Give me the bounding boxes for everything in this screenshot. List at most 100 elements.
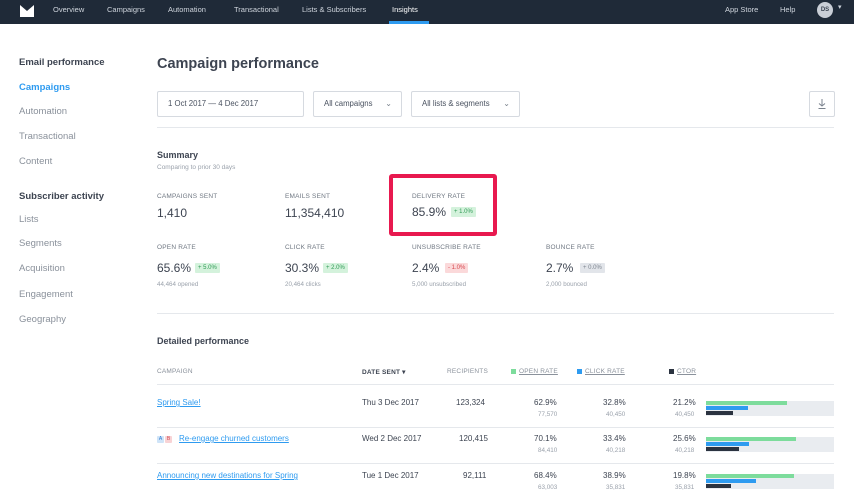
list-filter-select[interactable]: All lists & segments ⌄ xyxy=(411,91,520,117)
column-header-ctor[interactable]: CTOR xyxy=(677,368,697,375)
divider xyxy=(157,313,834,314)
ctor-count-cell: 35,831 xyxy=(675,484,695,491)
open-rate-bar xyxy=(706,437,796,441)
click-count-cell: 40,218 xyxy=(606,447,626,454)
nav-overview[interactable]: Overview xyxy=(53,5,85,14)
variant-a-tag: A xyxy=(157,436,164,443)
change-badge: + 5.0% xyxy=(195,263,220,273)
metric-label: OPEN RATE xyxy=(157,244,196,251)
sidebar-item-campaigns[interactable]: Campaigns xyxy=(19,82,71,93)
date-sent-cell: Thu 3 Dec 2017 xyxy=(362,398,419,407)
ctor-bar xyxy=(706,484,731,488)
date-range-picker[interactable]: 1 Oct 2017 — 4 Dec 2017 xyxy=(157,91,304,117)
open-rate-cell: 70.1% xyxy=(534,434,557,443)
chevron-down-icon: ⌄ xyxy=(503,99,510,108)
open-rate-bar xyxy=(706,474,794,478)
metric-value: 1,410 xyxy=(157,206,188,220)
column-header-open-rate[interactable]: OPEN RATE xyxy=(519,368,558,375)
legend-open-icon xyxy=(511,369,516,374)
open-count-cell: 77,570 xyxy=(538,411,558,418)
sidebar-item-transactional[interactable]: Transactional xyxy=(19,131,76,142)
highlight-box xyxy=(389,174,497,236)
click-rate-cell: 32.8% xyxy=(603,398,626,407)
metric-label: UNSUBSCRIBE RATE xyxy=(412,244,481,251)
download-button[interactable] xyxy=(809,91,835,117)
open-rate-cell: 68.4% xyxy=(534,471,557,480)
ctor-bar xyxy=(706,411,733,415)
column-header-recipients[interactable]: RECIPIENTS xyxy=(447,368,489,375)
sidebar-item-automation[interactable]: Automation xyxy=(19,106,68,117)
metric-label: BOUNCE RATE xyxy=(546,244,595,251)
ctor-count-cell: 40,218 xyxy=(675,447,695,454)
sidebar-item-lists[interactable]: Lists xyxy=(19,214,39,225)
metric-label: CAMPAIGNS SENT xyxy=(157,193,218,200)
metric-value: 65.6% xyxy=(157,261,192,275)
sidebar-heading-email: Email performance xyxy=(19,57,105,68)
nav-automation[interactable]: Automation xyxy=(168,5,206,14)
metric-value: 2.7% xyxy=(546,261,574,275)
campaign-link[interactable]: Announcing new destinations for Spring xyxy=(157,471,298,480)
open-rate-bar xyxy=(706,401,787,405)
column-header-date-sent-label: DATE SENT xyxy=(362,369,401,376)
metric-subtext: 5,000 unsubscribed xyxy=(412,281,467,288)
column-header-click-rate[interactable]: CLICK RATE xyxy=(585,368,625,375)
download-icon xyxy=(818,99,826,109)
click-count-cell: 35,831 xyxy=(606,484,626,491)
date-sent-cell: Tue 1 Dec 2017 xyxy=(362,471,419,480)
nav-app-store[interactable]: App Store xyxy=(725,5,759,14)
chevron-down-icon: ⌄ xyxy=(385,99,392,108)
metric-value: 85.9% xyxy=(412,205,447,219)
open-rate-cell: 62.9% xyxy=(534,398,557,407)
divider xyxy=(157,384,834,385)
metric-subtext: 2,000 bounced xyxy=(546,281,587,288)
click-rate-cell: 33.4% xyxy=(603,434,626,443)
nav-campaigns[interactable]: Campaigns xyxy=(107,5,145,14)
caret-down-icon[interactable]: ▾ xyxy=(838,4,842,11)
list-filter-value: All lists & segments xyxy=(422,99,490,108)
metric-label: EMAILS SENT xyxy=(285,193,331,200)
nav-lists-subscribers[interactable]: Lists & Subscribers xyxy=(302,5,367,14)
detailed-title: Detailed performance xyxy=(157,336,250,346)
sidebar-item-geography[interactable]: Geography xyxy=(19,314,67,325)
click-rate-bar xyxy=(706,479,756,483)
sidebar-item-engagement[interactable]: Engagement xyxy=(19,289,73,300)
recipients-cell: 123,324 xyxy=(456,398,485,407)
column-header-date-sent[interactable]: DATE SENT ▾ xyxy=(362,368,406,376)
nav-help[interactable]: Help xyxy=(780,5,796,14)
campaign-filter-value: All campaigns xyxy=(324,99,373,108)
sort-caret-icon: ▾ xyxy=(402,369,406,376)
campaign-link[interactable]: Spring Sale! xyxy=(157,398,201,407)
click-rate-bar xyxy=(706,442,749,446)
logo-icon[interactable] xyxy=(20,5,34,17)
metric-subtext: 20,464 clicks xyxy=(285,281,321,288)
metric-label: DELIVERY RATE xyxy=(412,193,466,200)
ctor-cell: 21.2% xyxy=(673,398,696,407)
click-count-cell: 40,450 xyxy=(606,411,626,418)
campaign-link[interactable]: Re-engage churned customers xyxy=(179,434,289,443)
summary-subtitle: Comparing to prior 30 days xyxy=(157,164,236,171)
change-badge: - 1.0% xyxy=(445,263,469,273)
open-count-cell: 84,410 xyxy=(538,447,558,454)
campaign-filter-select[interactable]: All campaigns ⌄ xyxy=(313,91,402,117)
metric-value: 30.3% xyxy=(285,261,320,275)
sidebar-item-segments[interactable]: Segments xyxy=(19,238,62,249)
nav-insights[interactable]: Insights xyxy=(392,5,418,14)
sidebar-item-content[interactable]: Content xyxy=(19,156,53,167)
metric-value: 2.4% xyxy=(412,261,440,275)
legend-ctor-icon xyxy=(669,369,674,374)
date-sent-cell: Wed 2 Dec 2017 xyxy=(362,434,422,443)
click-rate-bar xyxy=(706,406,748,410)
ctor-count-cell: 40,450 xyxy=(675,411,695,418)
column-header-campaign[interactable]: CAMPAIGN xyxy=(157,368,193,375)
divider xyxy=(157,127,834,128)
sidebar-heading-subscriber: Subscriber activity xyxy=(19,191,105,202)
avatar[interactable]: DS xyxy=(817,2,833,18)
change-badge: + 0.0% xyxy=(580,263,605,273)
variant-b-tag: B xyxy=(165,436,172,443)
recipients-cell: 120,415 xyxy=(459,434,488,443)
sidebar-item-acquisition[interactable]: Acquisition xyxy=(19,263,65,274)
metric-value: 11,354,410 xyxy=(285,206,345,220)
nav-transactional[interactable]: Transactional xyxy=(234,5,279,14)
click-rate-cell: 38.9% xyxy=(603,471,626,480)
ctor-cell: 25.6% xyxy=(673,434,696,443)
